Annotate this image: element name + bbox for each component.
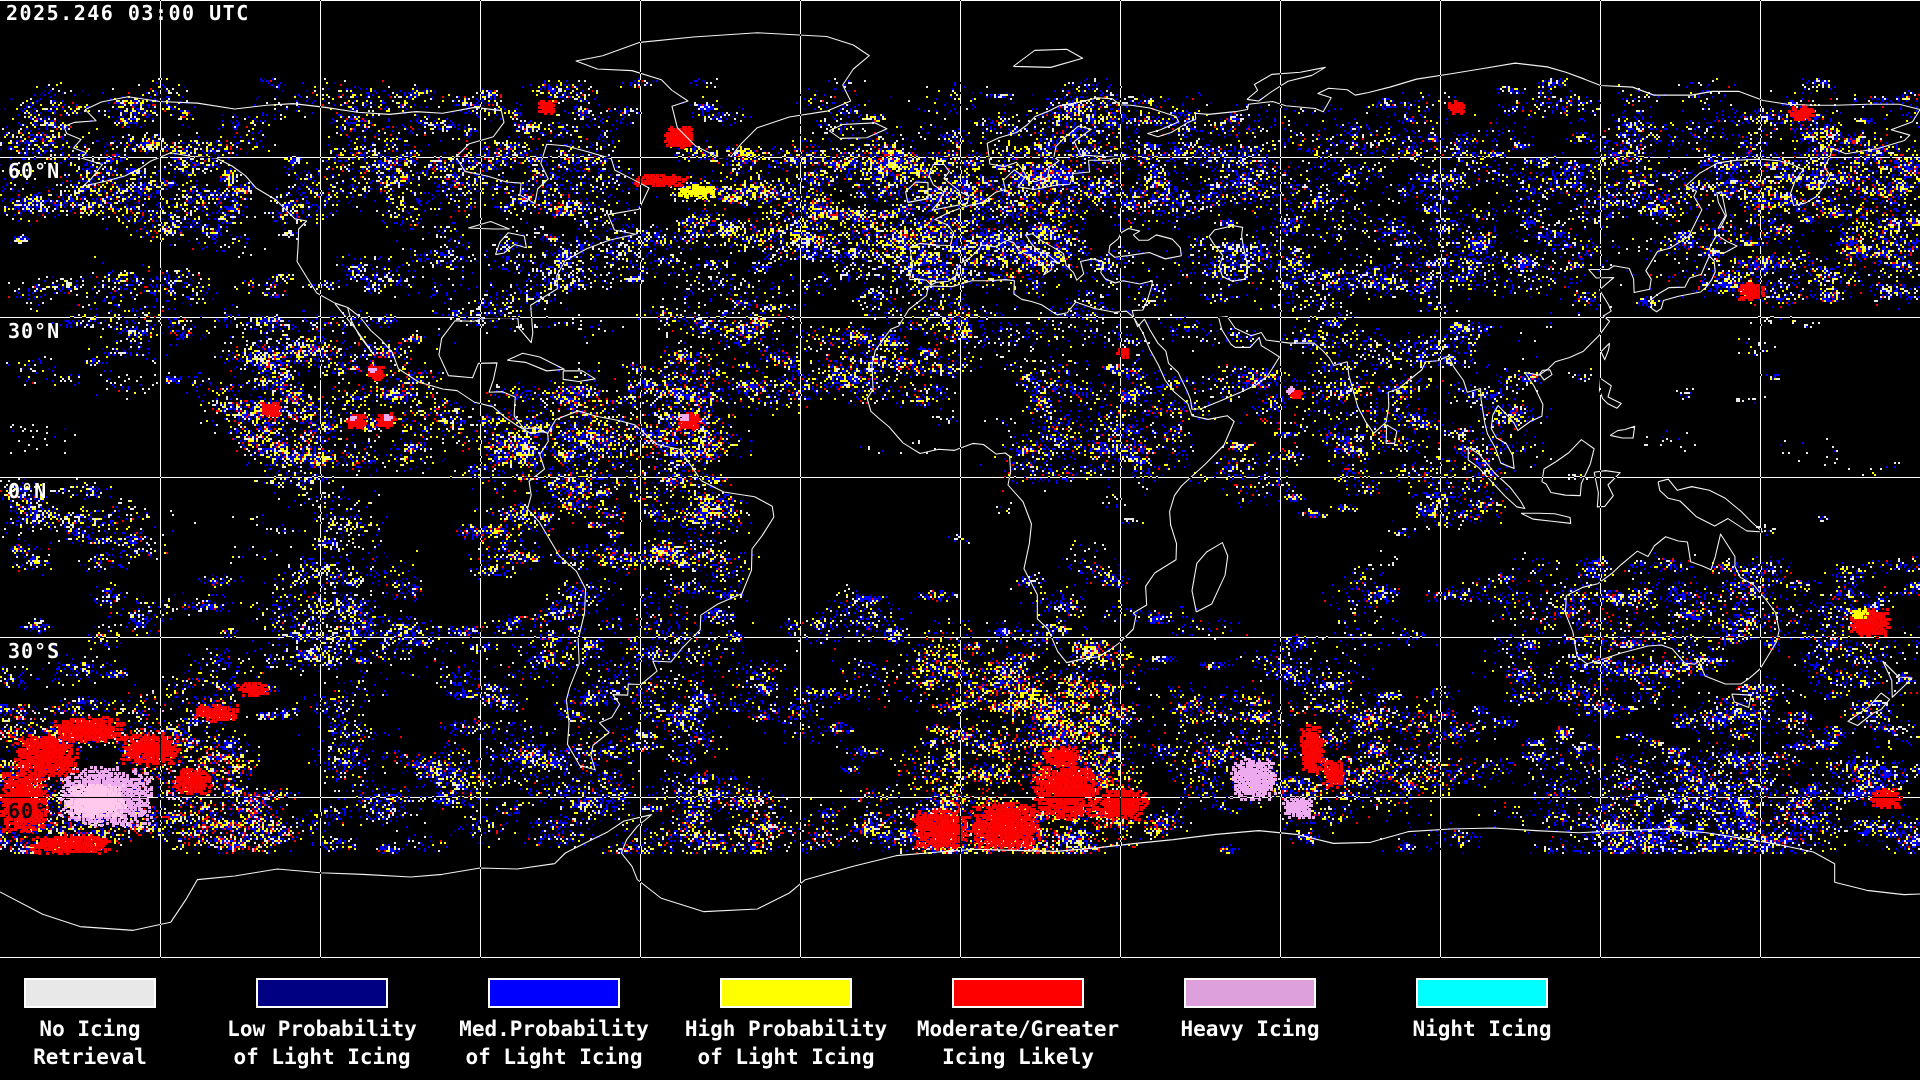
- lat-label-30s: 30°S: [8, 639, 61, 663]
- lat-label-30n: 30°N: [8, 319, 61, 343]
- legend-swatch-heavy: [1184, 978, 1316, 1008]
- legend-swatch-low-prob: [256, 978, 388, 1008]
- legend-label: of Light Icing: [233, 1045, 411, 1069]
- lat-label-0n: 0°N: [8, 479, 48, 503]
- legend-label: High Probability: [684, 1017, 888, 1041]
- legend-label: Low Probability: [227, 1017, 417, 1041]
- lat-label-60s: 60°S: [8, 799, 61, 823]
- legend-label: of Light Icing: [465, 1045, 643, 1069]
- legend-label: Heavy Icing: [1180, 1017, 1320, 1041]
- legend-swatch-moderate: [952, 978, 1084, 1008]
- legend-label: Night Icing: [1412, 1017, 1552, 1041]
- lat-label-60n: 60°N: [8, 159, 61, 183]
- legend-label: of Light Icing: [697, 1045, 875, 1069]
- legend-label: Moderate/Greater: [916, 1017, 1120, 1041]
- legend-swatch-high-prob: [720, 978, 852, 1008]
- legend-label: Icing Likely: [942, 1045, 1094, 1069]
- legend-label: Med.Probability: [459, 1017, 649, 1041]
- legend-swatch-med-prob: [488, 978, 620, 1008]
- legend-label: Retrieval: [33, 1045, 147, 1069]
- icing-map-canvas: [0, 0, 1920, 958]
- timestamp-label: 2025.246 03:00 UTC: [6, 1, 250, 25]
- legend-swatch-no-icing: [24, 978, 156, 1008]
- legend-label: No Icing: [39, 1017, 141, 1041]
- legend-swatch-night: [1416, 978, 1548, 1008]
